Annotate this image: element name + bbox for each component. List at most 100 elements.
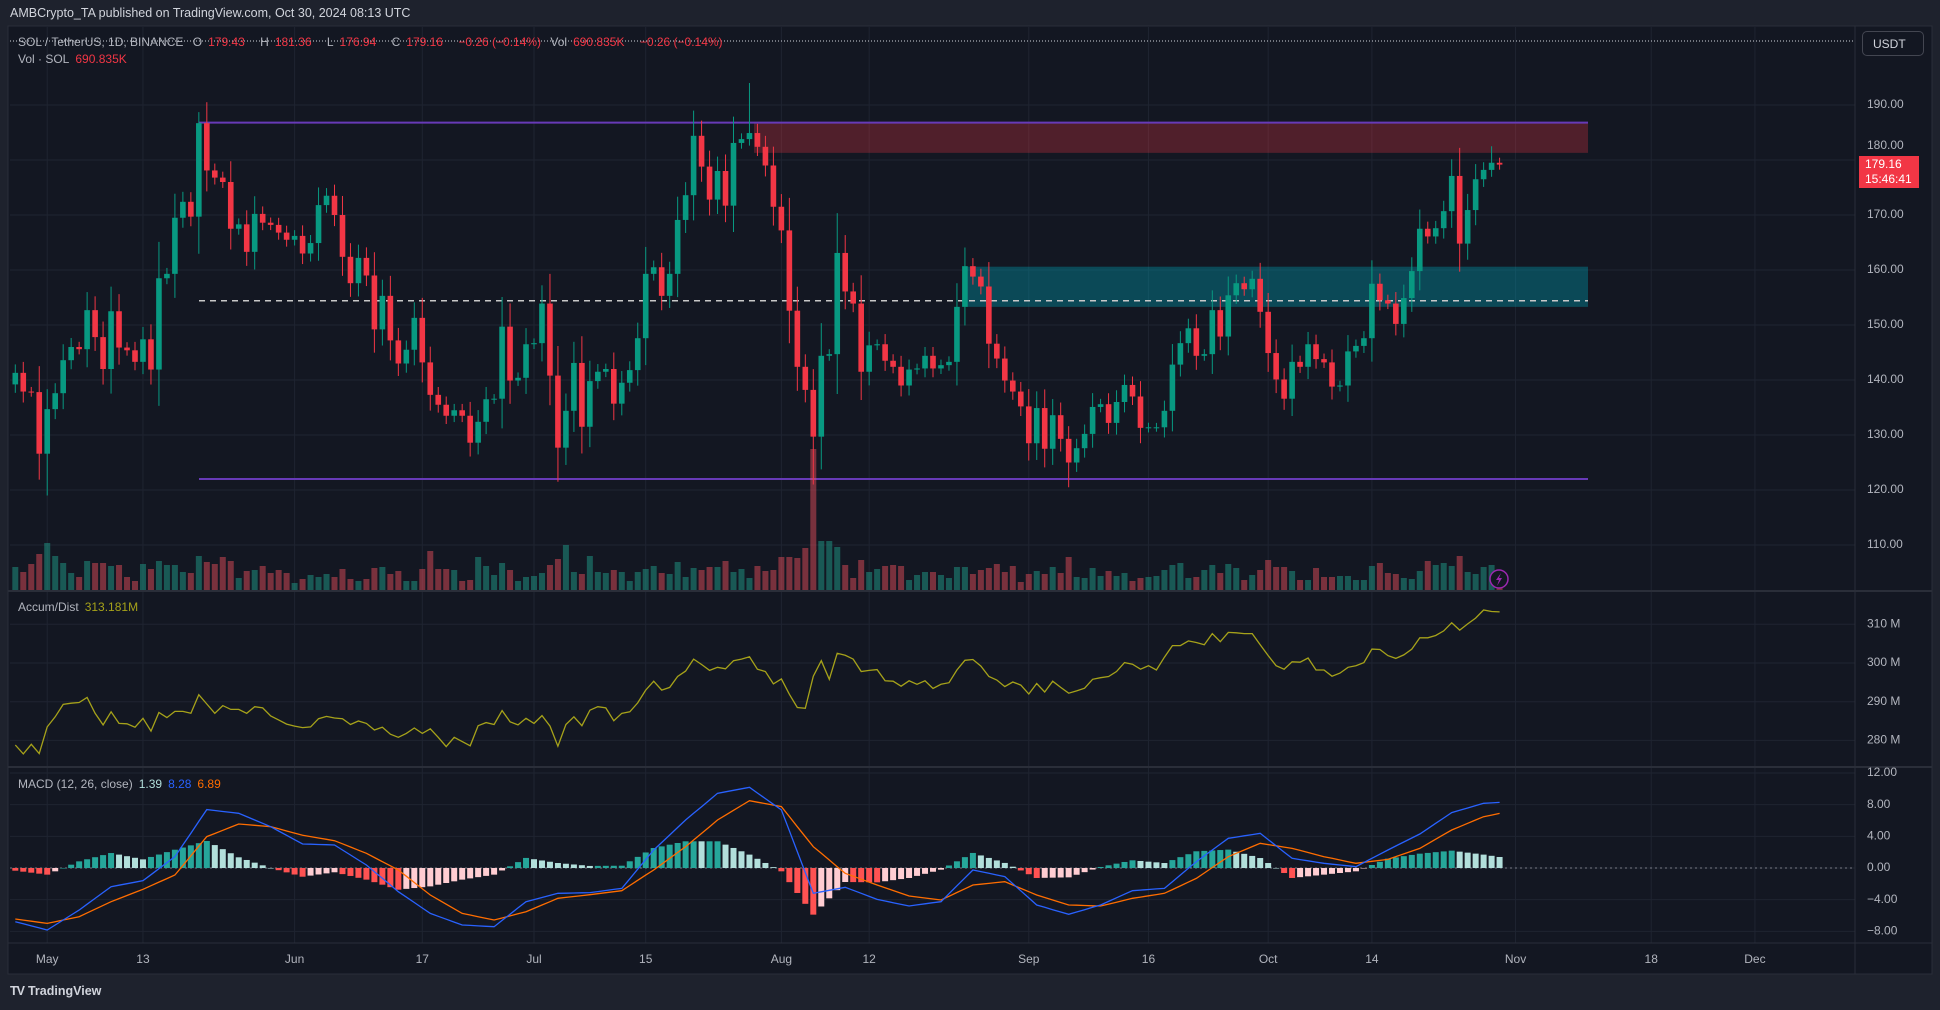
macd-histogram-bar xyxy=(1161,863,1168,868)
macd-histogram-bar xyxy=(44,868,51,875)
volume-bar xyxy=(403,581,410,590)
macd-axis-label[interactable]: 12.00 xyxy=(1867,765,1897,779)
volume-bar xyxy=(985,568,992,590)
macd-axis-label[interactable]: 8.00 xyxy=(1867,797,1891,811)
macd-histogram-bar xyxy=(1297,868,1304,878)
time-axis-label[interactable]: 14 xyxy=(1365,952,1379,966)
candle-body xyxy=(1345,351,1351,386)
macd-histogram-bar xyxy=(866,868,873,883)
tradingview-brand[interactable]: TV TradingView xyxy=(10,984,101,998)
macd-axis-label[interactable]: 0.00 xyxy=(1867,860,1891,874)
macd-axis-label[interactable]: −4.00 xyxy=(1867,892,1898,906)
accum-dist-legend[interactable]: Accum/Dist 313.181M xyxy=(18,600,144,614)
price-axis-label[interactable]: 110.00 xyxy=(1867,537,1903,551)
candle-body xyxy=(882,344,888,361)
volume-bar xyxy=(84,561,91,590)
volume-bar xyxy=(834,547,841,590)
volume-bar xyxy=(1033,571,1040,590)
time-axis-label[interactable]: 17 xyxy=(416,952,430,966)
macd-histogram-bar xyxy=(1209,850,1216,868)
resistance-zone[interactable] xyxy=(754,122,1588,153)
macd-histogram-bar xyxy=(953,861,960,868)
candle-body xyxy=(1297,361,1303,367)
candle-body xyxy=(140,339,146,362)
price-axis-label[interactable]: 190.00 xyxy=(1867,97,1904,111)
time-axis-label[interactable]: Sep xyxy=(1018,952,1040,966)
time-axis-label[interactable]: 15 xyxy=(639,952,653,966)
time-axis-label[interactable]: Dec xyxy=(1744,952,1765,966)
candle-body xyxy=(666,273,673,296)
accum-axis-label[interactable]: 300 M xyxy=(1867,655,1900,669)
candle-body xyxy=(180,201,186,218)
macd-histogram-bar xyxy=(411,868,418,889)
time-axis-label[interactable]: 18 xyxy=(1645,952,1659,966)
macd-histogram-bar xyxy=(1336,868,1343,873)
volume-bar xyxy=(1392,574,1399,590)
volume-legend[interactable]: Vol · SOL 690.835K xyxy=(18,52,133,66)
price-axis-label[interactable]: 180.00 xyxy=(1867,138,1904,152)
time-axis-label[interactable]: Aug xyxy=(771,952,792,966)
price-axis-label[interactable]: 120.00 xyxy=(1867,482,1904,496)
macd-histogram-bar xyxy=(985,857,992,868)
volume-bar xyxy=(562,545,569,590)
candle-body xyxy=(634,338,641,371)
candle-body xyxy=(571,362,577,411)
currency-button[interactable]: USDT xyxy=(1862,31,1924,56)
macd-legend[interactable]: MACD (12, 26, close) 1.39 8.28 6.89 xyxy=(18,777,227,791)
macd-histogram-bar xyxy=(1065,868,1072,878)
volume-bar xyxy=(1321,577,1328,590)
price-axis-label[interactable]: 150.00 xyxy=(1867,317,1904,331)
macd-histogram-bar xyxy=(179,847,186,868)
volume-bar xyxy=(1257,570,1264,590)
volume-bar xyxy=(1065,557,1072,590)
macd-histogram-bar xyxy=(171,849,178,868)
macd-axis-label[interactable]: −8.00 xyxy=(1867,924,1898,938)
time-axis-label[interactable]: May xyxy=(36,952,59,966)
volume-bar xyxy=(1025,574,1032,590)
vol-label: Vol xyxy=(550,35,568,49)
candles xyxy=(12,83,1503,496)
candle-body xyxy=(555,375,561,448)
volume-bar xyxy=(794,558,801,590)
axes[interactable]: 190.00180.00170.00160.00150.00140.00130.… xyxy=(36,97,1904,966)
volume-bar xyxy=(650,566,657,590)
macd-histogram-bar xyxy=(491,868,498,875)
volume-bar xyxy=(28,564,35,590)
accum-axis-label[interactable]: 310 M xyxy=(1867,616,1900,630)
macd-histogram-bar xyxy=(68,864,75,868)
candle-body xyxy=(1145,427,1152,429)
accum-axis-label[interactable]: 280 M xyxy=(1867,733,1900,747)
volume-bar xyxy=(227,561,234,590)
symbol-name[interactable]: SOL / TetherUS, 1D, BINANCE xyxy=(18,35,184,49)
time-axis-label[interactable]: 12 xyxy=(862,952,876,966)
price-axis-label[interactable]: 130.00 xyxy=(1867,427,1904,441)
price-axis-label[interactable]: 160.00 xyxy=(1867,262,1904,276)
macd-histogram-bar xyxy=(443,868,450,884)
macd-axis-label[interactable]: 4.00 xyxy=(1867,828,1891,842)
macd-histogram-bar xyxy=(554,863,561,868)
brand-name: TradingView xyxy=(27,984,102,998)
candle-body xyxy=(227,182,234,229)
candle-body xyxy=(395,340,402,364)
macd-histogram-bar xyxy=(1273,868,1280,869)
time-axis-label[interactable]: Oct xyxy=(1259,952,1278,966)
volume-bar xyxy=(1017,582,1024,590)
macd-histogram-bar xyxy=(794,868,801,893)
drawings[interactable] xyxy=(199,121,1588,480)
candle-body xyxy=(188,201,194,217)
time-axis-label[interactable]: 16 xyxy=(1142,952,1156,966)
time-axis-label[interactable]: Jun xyxy=(285,952,304,966)
signal-line xyxy=(15,800,1500,925)
volume-bar xyxy=(371,568,378,590)
time-axis-label[interactable]: Nov xyxy=(1505,952,1526,966)
price-axis-label[interactable]: 140.00 xyxy=(1867,372,1904,386)
accum-axis-label[interactable]: 290 M xyxy=(1867,694,1900,708)
event-icon[interactable] xyxy=(1489,569,1509,589)
candle-body xyxy=(1049,415,1056,449)
price-axis-label[interactable]: 170.00 xyxy=(1867,207,1904,221)
symbol-legend[interactable]: SOL / TetherUS, 1D, BINANCE O 179.43 H 181… xyxy=(18,35,729,49)
time-axis-label[interactable]: 13 xyxy=(136,952,150,966)
volume-bar xyxy=(1360,580,1367,590)
time-axis-label[interactable]: Jul xyxy=(526,952,541,966)
